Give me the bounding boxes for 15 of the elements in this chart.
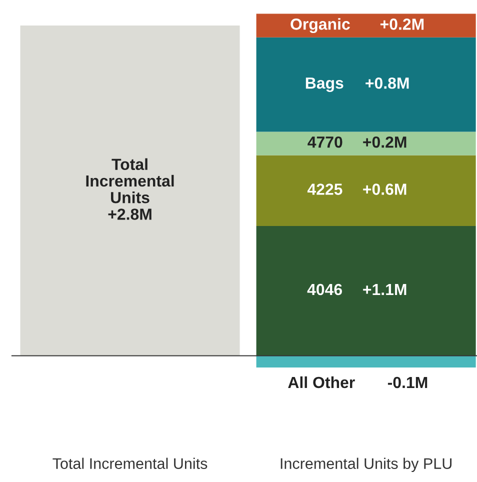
series-label: 4225 <box>307 184 342 195</box>
x-tick-label: Incremental Units by PLU <box>280 458 452 472</box>
data-label: +0.2M <box>363 136 406 148</box>
data-label: -0.1M <box>388 376 428 388</box>
series-label: 4770 <box>308 136 342 148</box>
data-label: Total Incremental Units +2.8M <box>86 158 174 220</box>
series-label: 4046 <box>307 284 342 296</box>
data-label: +1.1M <box>363 284 406 296</box>
data-label: +0.6M <box>363 184 406 195</box>
series-label: Bags <box>306 78 344 92</box>
data-label: +0.2M <box>380 18 424 30</box>
series-label: Organic <box>290 18 350 34</box>
series-label: All Other <box>288 376 355 388</box>
x-tick-label: Total Incremental Units <box>52 458 208 469</box>
data-label: +0.8M <box>366 78 409 89</box>
